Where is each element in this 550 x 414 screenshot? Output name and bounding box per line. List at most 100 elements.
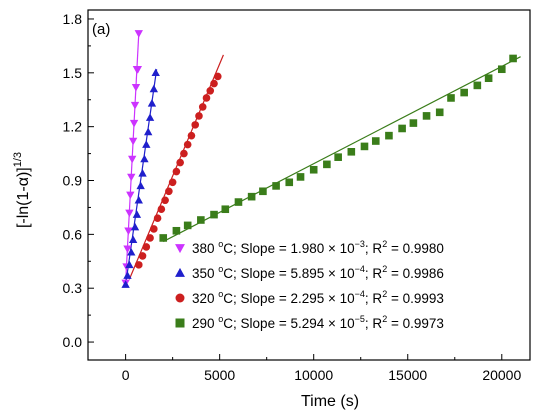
data-point [161, 196, 169, 205]
data-point [134, 261, 143, 269]
y-tick-label: 0.0 [63, 334, 83, 350]
data-point [168, 178, 177, 187]
data-point [126, 191, 135, 200]
x-tick-label: 0 [122, 367, 130, 383]
legend-entry: 290 oC; Slope = 5.294 × 10−5; R2 = 0.997… [175, 314, 444, 331]
data-point [213, 72, 222, 81]
y-axis-title-group: [-ln(1-α)]1/3 [12, 152, 32, 228]
data-point [125, 260, 134, 269]
x-tick-label: 5000 [204, 367, 235, 383]
y-tick-label: 0.9 [63, 173, 83, 189]
data-point [210, 79, 218, 88]
data-point [172, 167, 181, 176]
data-point [124, 227, 133, 236]
data-point [296, 173, 305, 181]
y-axis: 0.0 0.3 0.6 0.9 1.2 1.5 1.8 [63, 11, 94, 350]
data-markers [121, 30, 517, 288]
legend-label: 380 oC; Slope = 1.980 × 10−3; R2 = 0.998… [192, 239, 444, 256]
plot-border [87, 9, 531, 361]
data-point [202, 94, 211, 102]
data-point [409, 119, 418, 127]
data-point [157, 205, 166, 214]
data-point [180, 149, 188, 158]
data-point [165, 187, 173, 196]
data-point [435, 108, 444, 117]
data-point [309, 165, 318, 174]
data-point [149, 84, 159, 93]
y-axis-title: [-ln(1-α)]1/3 [12, 152, 32, 228]
data-point [140, 154, 149, 163]
data-point [142, 140, 151, 148]
series-3 [159, 54, 517, 242]
data-point [447, 94, 455, 102]
data-point [347, 147, 356, 156]
data-point [484, 74, 493, 83]
data-point [398, 124, 406, 133]
data-point [385, 131, 393, 140]
data-point [221, 205, 230, 214]
data-point [198, 103, 207, 111]
series-2 [134, 72, 222, 269]
legend-marker [175, 267, 185, 277]
data-point [183, 140, 192, 149]
data-point [132, 210, 142, 218]
plot-frame [87, 9, 531, 361]
data-point [134, 195, 143, 204]
data-point [360, 142, 369, 151]
data-point [509, 54, 517, 63]
data-point [138, 252, 147, 260]
data-point [136, 181, 145, 190]
data-point [133, 66, 143, 74]
data-point [130, 222, 140, 231]
data-point [144, 127, 153, 136]
data-point [128, 155, 137, 164]
data-point [123, 245, 132, 254]
x-tick-label: 15000 [388, 367, 427, 383]
legend-label: 320 oC; Slope = 2.295 × 10−4; R2 = 0.999… [192, 289, 444, 306]
data-point [127, 247, 136, 256]
data-point [206, 86, 215, 95]
y-axis-title-superscript: 1/3 [12, 152, 24, 167]
data-point [130, 101, 140, 110]
legend-label: 290 oC; Slope = 5.294 × 10−5; R2 = 0.997… [192, 314, 444, 331]
data-point [195, 112, 203, 120]
data-point [121, 280, 130, 288]
data-point [183, 221, 192, 230]
legend: 380 oC; Slope = 1.980 × 10−3; R2 = 0.998… [175, 239, 444, 331]
y-tick-label: 1.2 [63, 119, 83, 135]
data-point [176, 158, 184, 167]
data-point [153, 214, 162, 223]
x-tick-label: 10000 [294, 367, 333, 383]
data-point [123, 271, 132, 279]
data-point [422, 112, 431, 120]
legend-entry: 320 oC; Slope = 2.295 × 10−4; R2 = 0.999… [175, 289, 444, 306]
data-point [473, 81, 482, 90]
data-point [191, 121, 200, 129]
data-point [128, 137, 138, 146]
legend-marker [175, 318, 185, 328]
x-tick-label: 20000 [482, 367, 521, 383]
panel-label: (a) [92, 21, 110, 38]
y-tick-label: 0.3 [63, 280, 83, 296]
data-point [172, 226, 181, 235]
data-point [272, 182, 280, 190]
series-0 [121, 30, 143, 288]
data-point [234, 198, 243, 206]
data-point [127, 173, 136, 182]
data-point [285, 178, 294, 187]
y-axis-title-main: [-ln(1-α)] [15, 167, 32, 228]
data-point [210, 210, 218, 219]
legend-entry: 380 oC; Slope = 1.980 × 10−3; R2 = 0.998… [175, 239, 444, 256]
data-point [134, 30, 143, 38]
data-point [128, 235, 138, 243]
data-point [187, 131, 196, 140]
data-point [497, 65, 506, 74]
legend-marker [175, 244, 185, 254]
data-point [334, 153, 342, 161]
y-tick-label: 0.6 [63, 226, 83, 242]
series-1 [121, 68, 160, 288]
data-point [142, 243, 151, 251]
data-point [159, 234, 168, 242]
legend-label: 350 oC; Slope = 5.895 × 10−4; R2 = 0.998… [192, 264, 444, 281]
